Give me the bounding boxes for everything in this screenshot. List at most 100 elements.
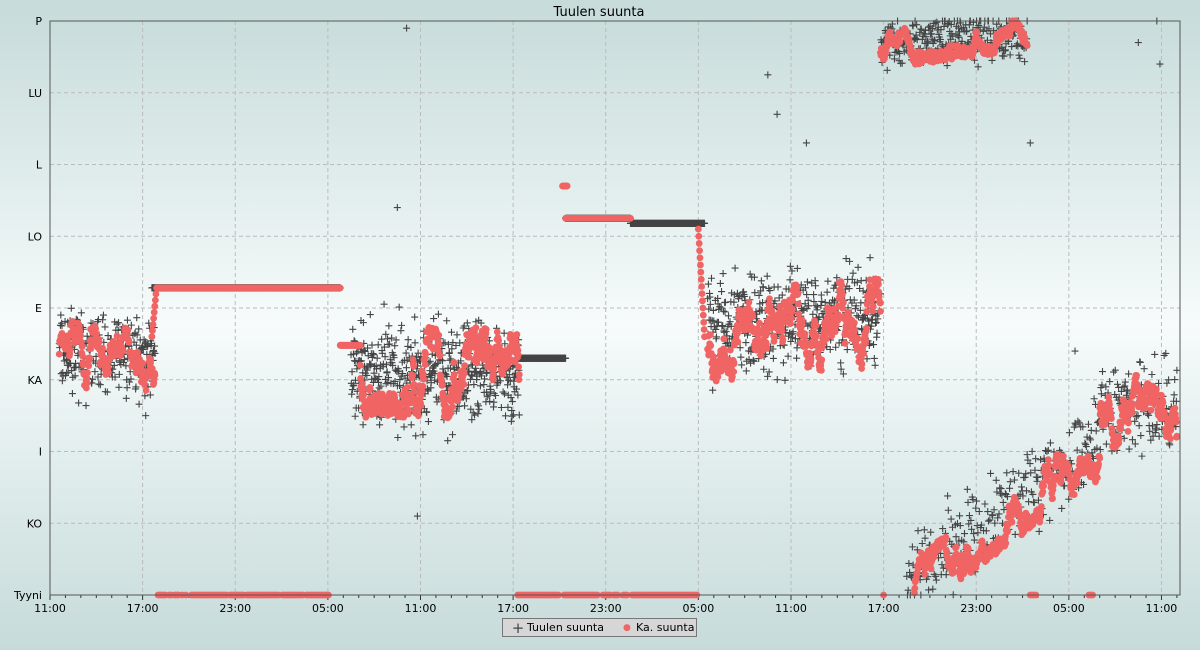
data-point-tuulen-suunta bbox=[714, 318, 722, 326]
data-point-ka-suunta bbox=[697, 268, 705, 276]
data-point-tuulen-suunta bbox=[970, 530, 978, 538]
data-point-tuulen-suunta bbox=[1000, 52, 1008, 60]
data-point-tuulen-suunta bbox=[849, 269, 857, 277]
data-point-tuulen-suunta bbox=[1001, 46, 1009, 54]
data-point-ka-suunta bbox=[627, 214, 634, 222]
data-point-tuulen-suunta bbox=[390, 354, 398, 362]
data-point-tuulen-suunta bbox=[933, 18, 941, 26]
data-point-ka-suunta bbox=[700, 318, 708, 326]
data-point-tuulen-suunta bbox=[975, 22, 983, 30]
data-point-tuulen-suunta bbox=[750, 357, 758, 365]
data-point-tuulen-suunta bbox=[914, 527, 922, 535]
data-point-tuulen-suunta bbox=[727, 322, 735, 330]
data-point-tuulen-suunta bbox=[1140, 365, 1148, 373]
data-point-tuulen-suunta bbox=[994, 514, 1002, 522]
data-point-tuulen-suunta bbox=[379, 360, 387, 368]
data-point-ka-suunta bbox=[113, 332, 121, 340]
data-point-tuulen-suunta bbox=[765, 368, 773, 376]
data-point-ka-suunta bbox=[84, 369, 91, 377]
data-point-tuulen-suunta bbox=[716, 303, 724, 311]
data-point-tuulen-suunta bbox=[809, 310, 817, 318]
data-point-tuulen-suunta bbox=[921, 534, 929, 542]
data-point-tuulen-suunta bbox=[398, 321, 406, 329]
data-point-ka-suunta bbox=[357, 375, 365, 382]
data-point-tuulen-suunta bbox=[1096, 446, 1104, 454]
data-point-tuulen-suunta bbox=[113, 320, 121, 328]
data-point-tuulen-suunta bbox=[392, 336, 400, 344]
data-point-tuulen-suunta bbox=[1008, 43, 1016, 51]
data-point-ka-suunta bbox=[834, 316, 842, 324]
data-point-tuulen-suunta bbox=[1046, 516, 1054, 524]
data-point-tuulen-suunta bbox=[944, 506, 952, 514]
data-point-tuulen-suunta bbox=[769, 345, 777, 353]
data-point-tuulen-suunta bbox=[916, 28, 924, 36]
data-point-tuulen-suunta bbox=[837, 365, 845, 373]
chart-title: Tuulen suunta bbox=[553, 5, 645, 20]
data-point-tuulen-suunta bbox=[1097, 390, 1105, 398]
data-point-tuulen-suunta bbox=[843, 346, 851, 354]
data-point-tuulen-suunta bbox=[402, 349, 410, 357]
data-point-tuulen-suunta bbox=[378, 335, 386, 343]
data-point-tuulen-suunta bbox=[482, 369, 490, 377]
data-point-ka-suunta bbox=[822, 335, 830, 343]
data-point-tuulen-suunta bbox=[407, 343, 415, 351]
data-point-tuulen-suunta bbox=[998, 491, 1006, 499]
data-point-ka-suunta bbox=[802, 342, 810, 350]
data-point-ka-suunta bbox=[435, 331, 443, 339]
data-point-ka-suunta bbox=[450, 371, 458, 379]
data-point-tuulen-suunta bbox=[982, 527, 990, 535]
data-point-tuulen-suunta bbox=[890, 55, 898, 63]
x-tick-label: 17:00 bbox=[127, 602, 159, 615]
data-point-tuulen-suunta bbox=[1134, 412, 1142, 420]
data-point-tuulen-suunta bbox=[1015, 469, 1023, 477]
data-point-tuulen-suunta bbox=[64, 368, 72, 376]
data-point-tuulen-suunta bbox=[1121, 378, 1129, 386]
data-point-ka-suunta bbox=[149, 327, 156, 335]
data-point-tuulen-suunta bbox=[979, 27, 987, 35]
data-point-tuulen-suunta bbox=[854, 263, 862, 271]
data-point-tuulen-suunta bbox=[353, 365, 361, 373]
data-point-tuulen-suunta bbox=[942, 571, 950, 579]
data-point-tuulen-suunta bbox=[737, 353, 745, 361]
data-point-ka-suunta bbox=[420, 375, 428, 383]
x-tick-label: 05:00 bbox=[683, 602, 715, 615]
data-point-tuulen-suunta bbox=[104, 332, 112, 340]
data-point-tuulen-suunta bbox=[1146, 427, 1154, 435]
data-point-tuulen-suunta bbox=[1033, 477, 1041, 485]
data-point-tuulen-suunta bbox=[99, 316, 107, 324]
data-point-tuulen-suunta bbox=[449, 431, 457, 439]
data-point-tuulen-suunta bbox=[1172, 397, 1180, 405]
data-point-ka-suunta bbox=[460, 381, 468, 388]
data-point-tuulen-suunta bbox=[1145, 411, 1153, 419]
data-point-ka-suunta bbox=[460, 369, 468, 377]
data-point-tuulen-suunta bbox=[964, 498, 972, 506]
data-point-tuulen-suunta bbox=[1171, 376, 1179, 384]
data-point-ka-suunta bbox=[850, 319, 858, 327]
data-point-tuulen-suunta bbox=[423, 408, 431, 416]
data-point-tuulen-suunta bbox=[1086, 434, 1094, 442]
data-point-tuulen-suunta bbox=[474, 402, 482, 410]
data-point-tuulen-suunta bbox=[898, 59, 906, 67]
data-point-tuulen-suunta bbox=[1065, 429, 1073, 437]
data-point-tuulen-suunta bbox=[349, 382, 357, 390]
data-point-tuulen-suunta bbox=[766, 287, 774, 295]
data-point-ka-suunta bbox=[877, 307, 884, 315]
data-point-tuulen-suunta bbox=[404, 342, 412, 350]
data-point-tuulen-suunta bbox=[71, 372, 79, 380]
data-point-tuulen-suunta bbox=[1003, 469, 1011, 477]
data-point-tuulen-suunta bbox=[793, 354, 801, 362]
data-point-ka-suunta bbox=[838, 291, 846, 298]
data-point-tuulen-suunta bbox=[397, 327, 405, 335]
data-point-tuulen-suunta bbox=[1000, 506, 1008, 514]
data-point-ka-suunta bbox=[793, 284, 801, 292]
data-point-ka-suunta bbox=[55, 350, 63, 358]
data-point-ka-suunta bbox=[134, 348, 141, 356]
data-point-tuulen-suunta bbox=[853, 312, 861, 320]
data-point-ka-suunta bbox=[714, 373, 722, 381]
data-point-tuulen-suunta bbox=[803, 278, 811, 286]
data-point-ka-suunta bbox=[875, 280, 882, 288]
data-point-tuulen-suunta bbox=[1034, 473, 1042, 481]
data-point-tuulen-suunta bbox=[1087, 436, 1095, 444]
data-point-tuulen-suunta bbox=[801, 284, 809, 292]
data-point-ka-suunta bbox=[695, 232, 703, 240]
